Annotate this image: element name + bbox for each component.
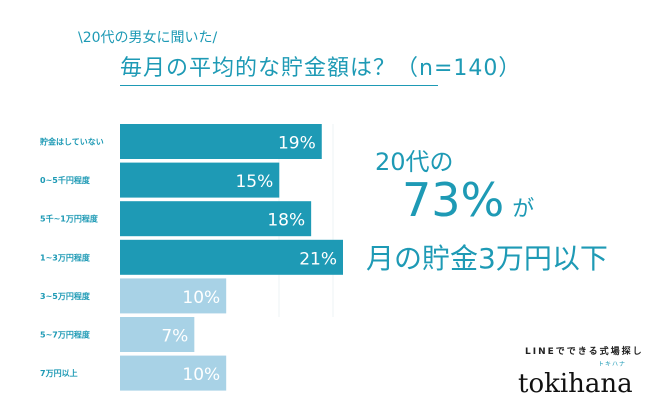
brand-logo: tokihana — [518, 369, 633, 399]
bar — [120, 162, 280, 198]
bar — [120, 124, 322, 159]
value-label: 19% — [278, 134, 316, 154]
value-label: 7% — [161, 327, 188, 347]
subtitle: \20代の男女に聞いた/ — [78, 30, 218, 46]
bar — [120, 239, 343, 275]
headline-particle: が — [512, 197, 535, 222]
category-label: 1~3万円程度 — [40, 252, 91, 262]
title-underline — [120, 85, 438, 86]
category-label: 7万円以上 — [40, 368, 78, 378]
bar — [120, 355, 227, 391]
category-label: 0~5千円程度 — [40, 175, 91, 185]
brand-tagline: LINEでできる式場探し — [525, 347, 644, 357]
headline-percent-row: 73% が — [402, 172, 534, 228]
value-label: 18% — [267, 211, 305, 231]
chart-title: 毎月の平均的な貯金額は？（n=140） — [120, 56, 522, 81]
headline-line1: 20代の — [375, 148, 454, 176]
value-label: 15% — [235, 172, 273, 192]
value-label: 21% — [299, 249, 337, 269]
brand-kana: トキハナ — [598, 361, 627, 368]
category-label: 貯金はしていない — [40, 137, 104, 147]
bar — [120, 317, 195, 352]
bar — [120, 278, 227, 314]
value-label: 10% — [182, 365, 220, 385]
category-label: 5~7万円程度 — [40, 330, 91, 340]
category-label: 3~5万円程度 — [40, 291, 91, 301]
value-label: 10% — [182, 288, 220, 308]
headline-line3: 月の貯金3万円以下 — [366, 242, 608, 275]
headline-percent: 73% — [402, 173, 505, 227]
category-label: 5千~1万円程度 — [40, 214, 99, 224]
bar — [120, 201, 312, 237]
